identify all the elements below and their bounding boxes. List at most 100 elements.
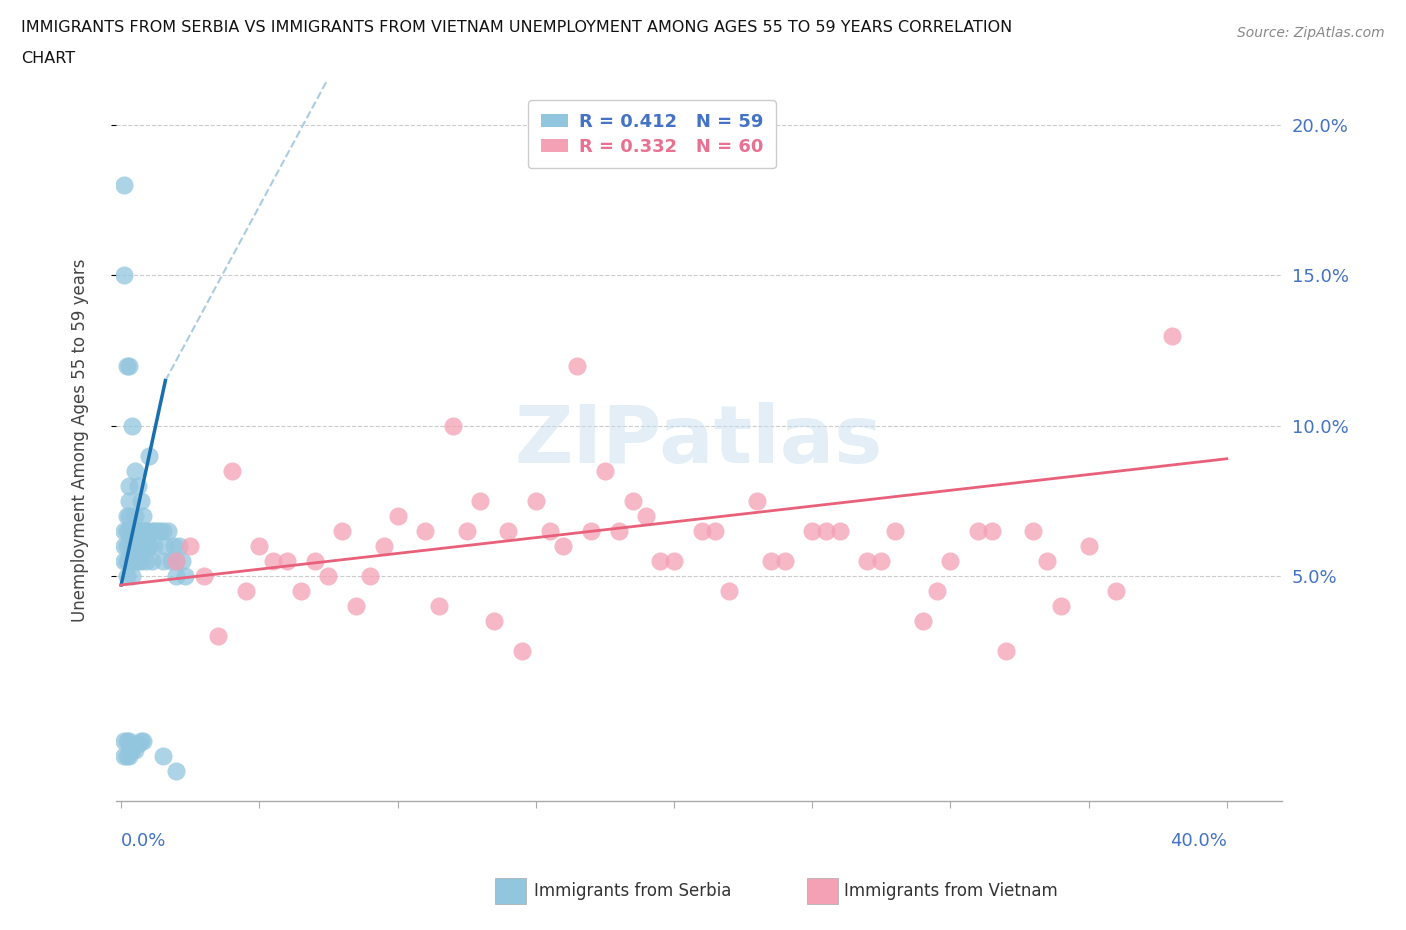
Point — [856, 553, 879, 568]
Text: Immigrants from Serbia: Immigrants from Serbia — [534, 882, 731, 900]
Point — [112, 524, 135, 538]
Point — [1160, 328, 1182, 343]
Point — [387, 509, 409, 524]
Point — [112, 178, 135, 193]
Point — [330, 524, 353, 538]
Point — [121, 524, 143, 538]
Point — [165, 553, 187, 568]
Point — [165, 568, 187, 583]
Point — [115, 734, 138, 749]
Point — [138, 538, 160, 553]
Point — [318, 568, 340, 583]
Point — [524, 494, 547, 509]
Point — [115, 358, 138, 373]
Point — [129, 524, 152, 538]
Point — [138, 448, 160, 463]
Point — [1105, 583, 1128, 598]
Point — [132, 524, 155, 538]
Point — [135, 524, 157, 538]
Text: ZIPatlas: ZIPatlas — [515, 402, 883, 480]
Point — [593, 463, 616, 478]
Point — [141, 553, 163, 568]
Point — [173, 568, 195, 583]
Point — [127, 553, 149, 568]
Point — [221, 463, 243, 478]
Point — [118, 494, 141, 509]
Point — [690, 524, 713, 538]
Point — [129, 553, 152, 568]
Point — [118, 509, 141, 524]
Point — [135, 524, 157, 538]
Point — [304, 553, 326, 568]
Point — [167, 538, 190, 553]
Point — [801, 524, 824, 538]
Point — [121, 743, 143, 758]
Point — [112, 538, 135, 553]
Point — [884, 524, 907, 538]
Point — [773, 553, 796, 568]
Point — [456, 524, 478, 538]
Point — [146, 524, 169, 538]
Point — [129, 494, 152, 509]
Point — [121, 553, 143, 568]
Point — [135, 553, 157, 568]
Point — [759, 553, 782, 568]
Point — [814, 524, 837, 538]
Point — [939, 553, 962, 568]
Point — [967, 524, 990, 538]
Point — [662, 553, 685, 568]
Point — [155, 538, 177, 553]
Point — [484, 614, 506, 629]
Point — [870, 553, 893, 568]
Point — [359, 568, 381, 583]
Point — [373, 538, 395, 553]
Point — [1022, 524, 1045, 538]
Point — [124, 553, 146, 568]
Point — [607, 524, 630, 538]
Point — [121, 418, 143, 433]
Point — [344, 599, 367, 614]
Point — [152, 553, 174, 568]
Text: IMMIGRANTS FROM SERBIA VS IMMIGRANTS FROM VIETNAM UNEMPLOYMENT AMONG AGES 55 TO : IMMIGRANTS FROM SERBIA VS IMMIGRANTS FRO… — [21, 20, 1012, 35]
Point — [911, 614, 934, 629]
Point — [115, 538, 138, 553]
Text: Immigrants from Vietnam: Immigrants from Vietnam — [844, 882, 1057, 900]
Point — [470, 494, 492, 509]
Point — [124, 524, 146, 538]
Point — [124, 509, 146, 524]
Text: CHART: CHART — [21, 51, 75, 66]
Point — [276, 553, 298, 568]
Point — [1036, 553, 1059, 568]
Text: 40.0%: 40.0% — [1170, 832, 1227, 850]
Point — [179, 538, 201, 553]
Point — [149, 524, 172, 538]
Point — [621, 494, 644, 509]
Point — [1050, 599, 1073, 614]
Point — [127, 538, 149, 553]
Point — [650, 553, 672, 568]
Point — [152, 749, 174, 764]
Point — [118, 478, 141, 493]
Point — [538, 524, 561, 538]
Point — [129, 538, 152, 553]
Point — [115, 509, 138, 524]
Point — [115, 524, 138, 538]
Point — [118, 358, 141, 373]
Point — [925, 583, 948, 598]
Text: 0.0%: 0.0% — [121, 832, 166, 850]
Point — [427, 599, 450, 614]
Point — [994, 644, 1017, 658]
Point — [127, 737, 149, 751]
Point — [496, 524, 519, 538]
Point — [828, 524, 851, 538]
Point — [118, 524, 141, 538]
Point — [115, 568, 138, 583]
Point — [510, 644, 533, 658]
Point — [165, 764, 187, 778]
Point — [1077, 538, 1099, 553]
Point — [141, 524, 163, 538]
Point — [121, 538, 143, 553]
Point — [553, 538, 575, 553]
Point — [247, 538, 270, 553]
Point — [124, 743, 146, 758]
